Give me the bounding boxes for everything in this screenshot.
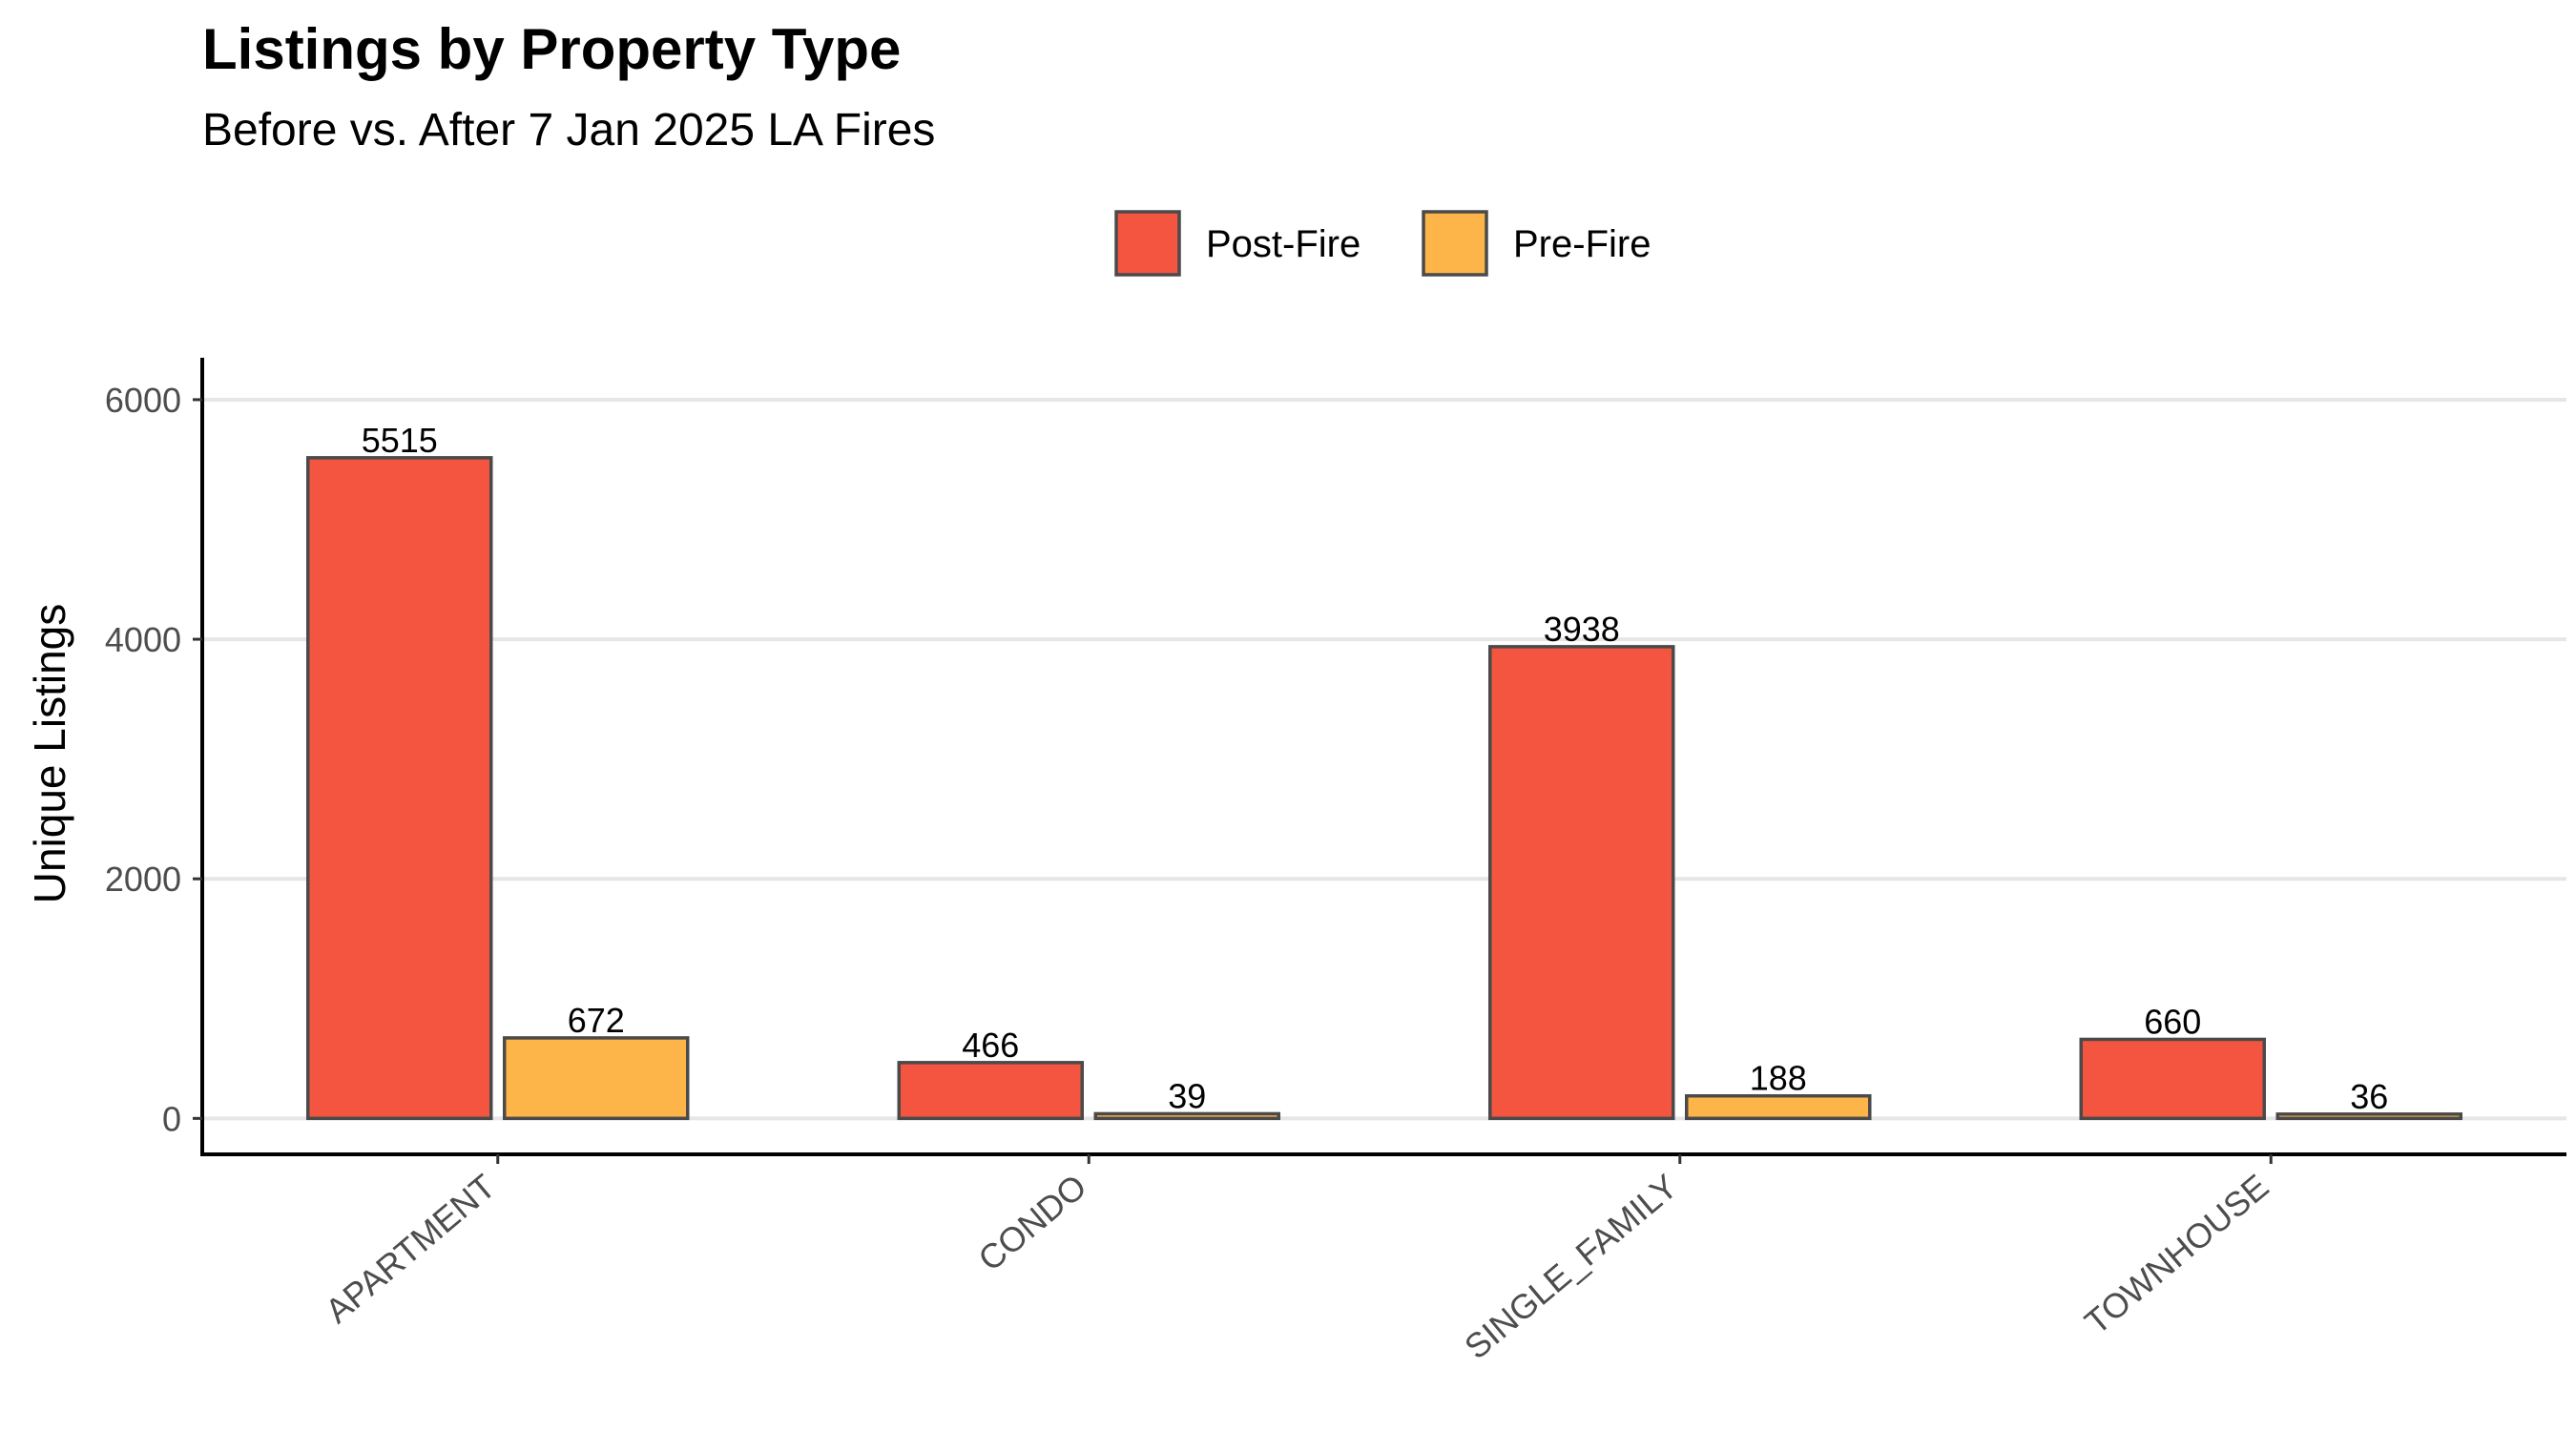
chart-title: Listings by Property Type <box>202 17 901 81</box>
y-axis-title: Unique Listings <box>25 604 74 904</box>
bar-label-apartment-pre-fire: 672 <box>568 1001 625 1040</box>
bar-condo-post-fire <box>897 1061 1084 1121</box>
y-tick-label-2000: 2000 <box>105 860 181 899</box>
x-tick-label-townhouse: TOWNHOUSE <box>2077 1167 2275 1342</box>
legend-label-pre-fire: Pre-Fire <box>1513 223 1651 265</box>
bar-condo-pre-fire <box>1093 1111 1280 1121</box>
y-tick-label-6000: 6000 <box>105 381 181 420</box>
gridlines <box>202 397 2566 1121</box>
bar-label-townhouse-post-fire: 660 <box>2144 1002 2201 1041</box>
y-tick-label-4000: 4000 <box>105 620 181 659</box>
bar-label-apartment-post-fire: 5515 <box>362 421 438 460</box>
bar-label-condo-pre-fire: 39 <box>1168 1076 1206 1115</box>
legend: Post-Fire Pre-Fire <box>1114 210 1651 277</box>
bar-single_family-post-fire <box>1488 645 1675 1121</box>
bar-apartment-pre-fire <box>503 1036 690 1121</box>
axes <box>200 358 2566 1156</box>
x-ticks: APARTMENT CONDO SINGLE_FAMILY TOWNHOUSE <box>318 1154 2275 1366</box>
bar-single_family-pre-fire <box>1685 1093 1872 1121</box>
bar-label-townhouse-pre-fire: 36 <box>2350 1077 2388 1116</box>
bar-label-single_family-pre-fire: 188 <box>1750 1059 1807 1098</box>
legend-label-post-fire: Post-Fire <box>1206 223 1361 265</box>
x-tick-label-condo: CONDO <box>970 1167 1093 1279</box>
bar-townhouse-post-fire <box>2079 1037 2266 1121</box>
x-tick-label-single_family: SINGLE_FAMILY <box>1457 1167 1685 1367</box>
y-ticks: 0 2000 4000 6000 <box>105 381 202 1138</box>
axis-lines <box>200 358 2566 1156</box>
bar-labels: 5515 672 466 39 3938 188 660 36 <box>362 421 2389 1116</box>
y-tick-label-0: 0 <box>162 1099 181 1138</box>
chart-subtitle: Before vs. After 7 Jan 2025 LA Fires <box>202 105 935 156</box>
bar-label-single_family-post-fire: 3938 <box>1544 610 1620 649</box>
bar-label-condo-post-fire: 466 <box>962 1026 1019 1065</box>
bar-apartment-post-fire <box>306 456 493 1121</box>
bars <box>306 456 2462 1121</box>
legend-key-pre-fire <box>1422 210 1488 277</box>
x-tick-label-apartment: APARTMENT <box>318 1167 503 1331</box>
bar-townhouse-pre-fire <box>2275 1112 2462 1121</box>
legend-key-post-fire <box>1114 210 1181 277</box>
